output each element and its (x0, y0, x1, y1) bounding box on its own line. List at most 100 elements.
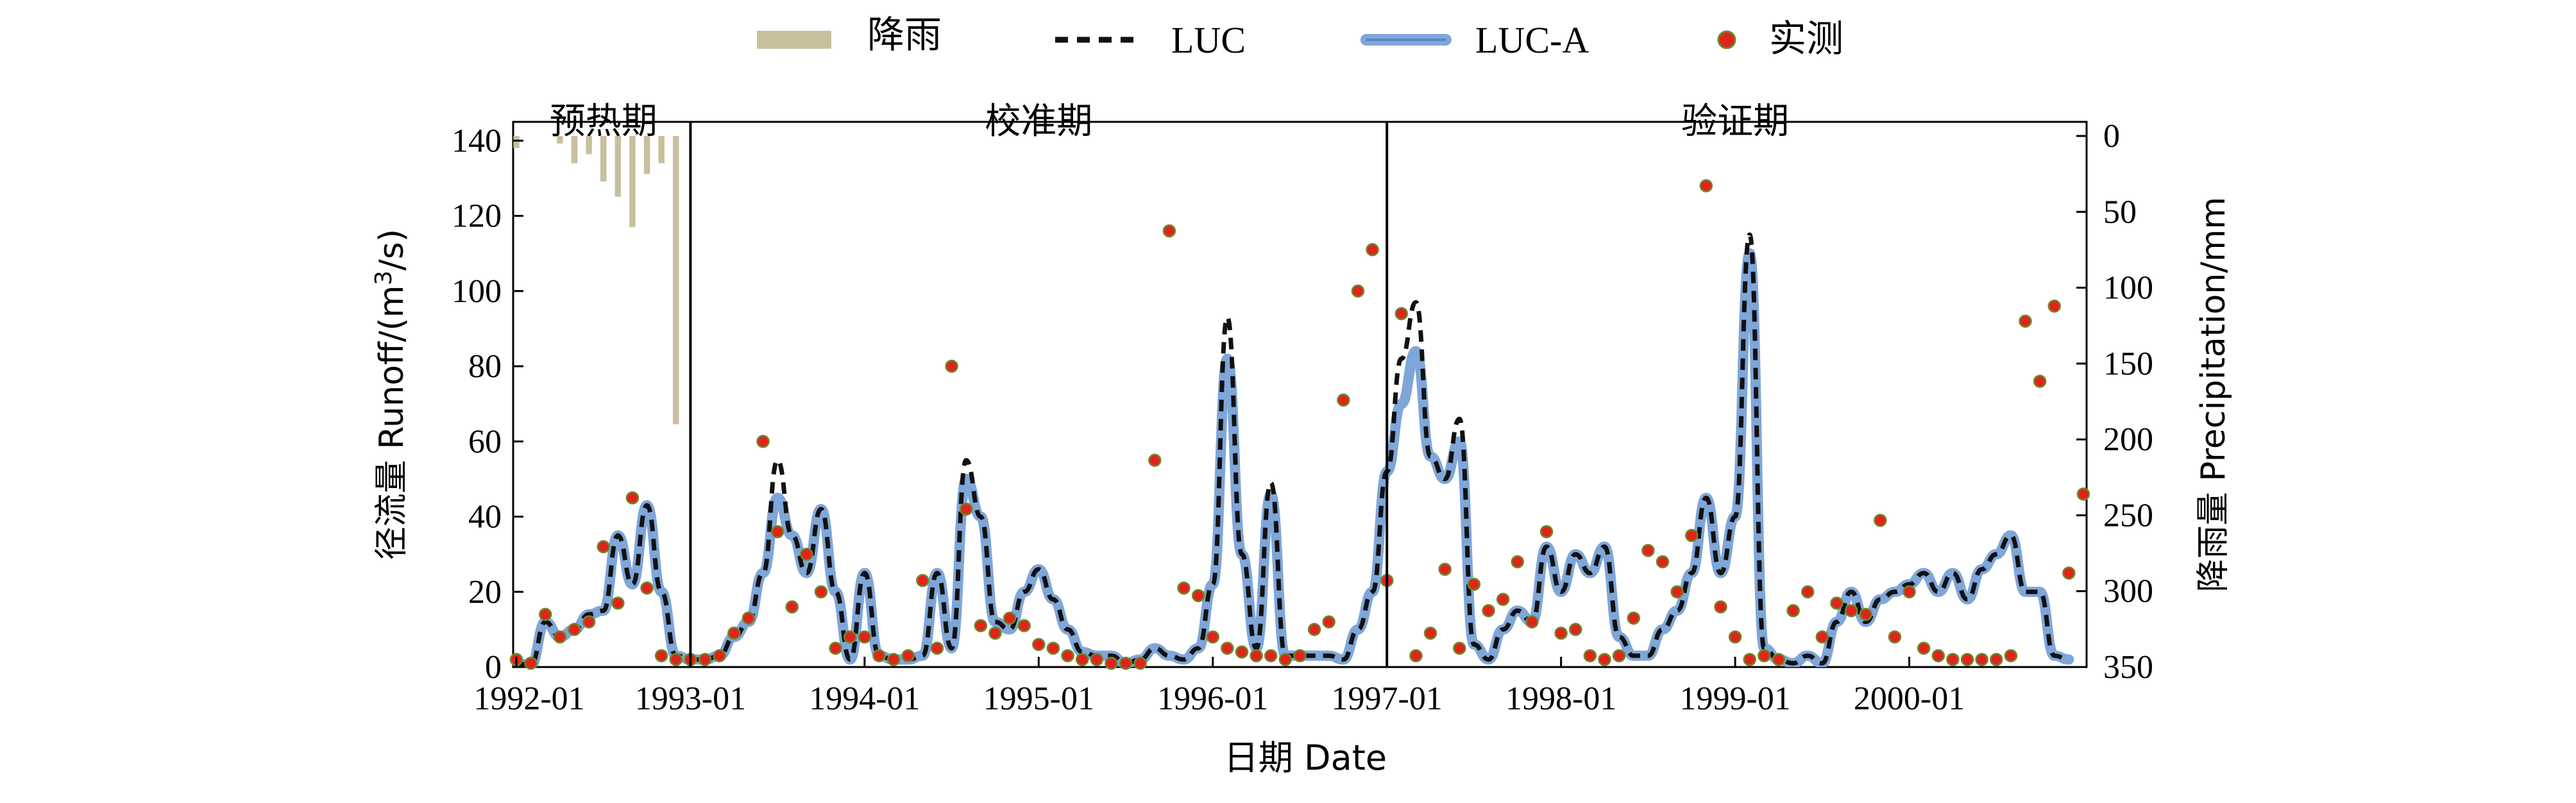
observed-point (654, 649, 668, 663)
observed-point (1569, 623, 1582, 636)
legend-rain-swatch (757, 31, 831, 49)
observed-point (1612, 649, 1626, 663)
observed-point (945, 359, 958, 373)
observed-point (1728, 630, 1742, 644)
period-markers: 预热期 校准期 验证期 (513, 101, 2087, 667)
observed-point (1119, 656, 1133, 670)
observed-point (1409, 649, 1423, 663)
observed-point (524, 656, 538, 670)
observed-point (1250, 649, 1263, 663)
observed-point (1003, 611, 1017, 625)
observed-point (1786, 604, 1800, 618)
observed-point (741, 611, 756, 625)
observed-point (1105, 656, 1118, 670)
y-left-tick-label: 0 (485, 649, 502, 686)
observed-point (1917, 641, 1931, 655)
observed-point (785, 600, 799, 614)
rain-bar (614, 136, 622, 197)
observed-point (1859, 607, 1872, 621)
y-right-axis-label: 降雨量 Precipitation/mm (2194, 197, 2233, 592)
observed-point (538, 607, 552, 621)
observed-point (713, 649, 726, 663)
observed-point (770, 525, 784, 539)
observed-point (1670, 585, 1684, 599)
observed-point (1061, 649, 1074, 663)
legend-luc-label: LUC (1171, 19, 1246, 61)
observed-point (625, 491, 640, 505)
observed-point (1206, 630, 1220, 644)
observed-point (1539, 525, 1554, 539)
observed-point (1177, 581, 1191, 595)
observed-point (829, 641, 842, 655)
observed-point (1482, 604, 1495, 618)
observed-point (1453, 641, 1466, 655)
x-tick-label: 1996-01 (1157, 680, 1268, 717)
observed-point (1554, 626, 1568, 640)
observed-point (1351, 284, 1365, 298)
observed-point (1394, 307, 1409, 321)
observed-point (698, 653, 712, 666)
observed-point (1307, 623, 1321, 636)
observed-point (1801, 585, 1815, 599)
x-axis-label: 日期 Date (1224, 738, 1387, 778)
rain-bar (513, 136, 520, 148)
rain-bar (571, 136, 578, 164)
x-tick-label: 1999-01 (1679, 680, 1790, 717)
rain-bar (629, 136, 636, 227)
observed-point (901, 649, 915, 663)
observed-point (1960, 653, 1974, 666)
y-right-tick-label: 350 (2103, 649, 2153, 686)
rain-bars (513, 136, 679, 425)
observed-point (916, 573, 929, 587)
legend-luca-label: LUC-A (1475, 19, 1589, 61)
observed-point (1830, 596, 1843, 610)
observed-point (1075, 653, 1089, 666)
observed-point (2033, 375, 2047, 388)
rain-bar (673, 136, 679, 425)
observed-point (1467, 577, 1481, 591)
x-tick-label: 2000-01 (1854, 680, 1965, 717)
observed-point (974, 619, 988, 632)
x-tick-label: 1998-01 (1505, 680, 1616, 717)
observed-point (611, 596, 625, 610)
observed-point (1685, 528, 1699, 543)
observed-points (509, 179, 2090, 670)
observed-point (959, 502, 973, 516)
y-left-tick-label: 140 (452, 123, 502, 159)
observed-point (1975, 653, 1988, 666)
observed-point (597, 540, 610, 554)
rain-bar (586, 136, 592, 155)
x-tick-label: 1994-01 (809, 680, 920, 717)
observed-point (1191, 589, 1205, 602)
observed-point (2019, 314, 2032, 328)
observed-point (1583, 649, 1597, 663)
observed-point (858, 630, 872, 644)
period-label: 预热期 (550, 101, 657, 142)
observed-point (1032, 638, 1046, 652)
observed-point (1874, 514, 1887, 527)
legend-obs-label: 实测 (1769, 17, 1843, 60)
observed-point (886, 653, 901, 666)
legend-obs-marker (1717, 30, 1736, 49)
observed-point (1743, 653, 1756, 666)
y-left-tick-label: 120 (452, 198, 502, 235)
y-left-tick-label: 100 (452, 273, 502, 310)
plot-frame (512, 121, 2088, 668)
observed-point (1902, 585, 1916, 599)
observed-point (1598, 653, 1611, 666)
observed-point (640, 581, 654, 595)
observed-point (1221, 641, 1234, 655)
observed-point (1366, 243, 1379, 257)
observed-point (1438, 562, 1452, 576)
y-left-tick-label: 20 (468, 574, 502, 611)
observed-point (1496, 593, 1510, 606)
observed-point (1772, 653, 1786, 666)
y-right-tick-label: 0 (2103, 118, 2120, 155)
observed-point (1148, 453, 1162, 467)
rain-bar (658, 136, 665, 164)
legend-rain-label: 降雨 (867, 13, 942, 56)
observed-point (1990, 653, 2003, 666)
observed-point (814, 585, 828, 599)
y-left-tick-label: 80 (468, 348, 502, 385)
